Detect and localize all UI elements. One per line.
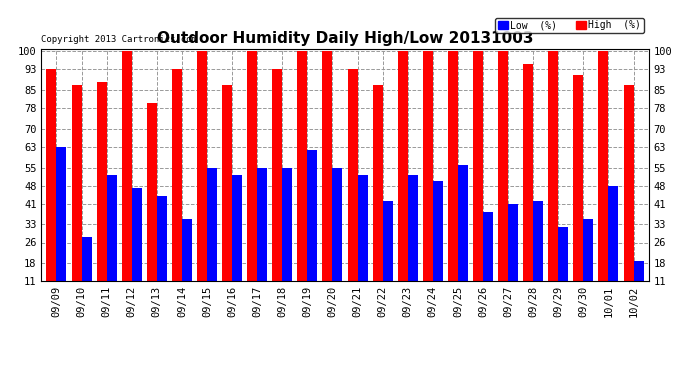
Bar bbox=[132, 188, 141, 281]
Bar bbox=[107, 176, 117, 281]
Bar bbox=[297, 51, 307, 281]
Bar bbox=[433, 180, 443, 281]
Text: Copyright 2013 Cartronics.com: Copyright 2013 Cartronics.com bbox=[41, 35, 197, 44]
Bar bbox=[549, 51, 558, 281]
Bar bbox=[473, 51, 483, 281]
Bar bbox=[624, 85, 633, 281]
Bar bbox=[207, 168, 217, 281]
Bar bbox=[397, 51, 408, 281]
Title: Outdoor Humidity Daily High/Low 20131003: Outdoor Humidity Daily High/Low 20131003 bbox=[157, 31, 533, 46]
Legend: Low  (%), High  (%): Low (%), High (%) bbox=[495, 18, 644, 33]
Bar bbox=[633, 261, 644, 281]
Bar bbox=[333, 168, 342, 281]
Bar bbox=[408, 176, 417, 281]
Bar bbox=[357, 176, 368, 281]
Bar bbox=[81, 237, 92, 281]
Bar bbox=[533, 201, 543, 281]
Bar bbox=[307, 150, 317, 281]
Bar bbox=[523, 64, 533, 281]
Bar bbox=[508, 204, 518, 281]
Bar bbox=[498, 51, 508, 281]
Bar bbox=[609, 186, 618, 281]
Bar bbox=[448, 51, 458, 281]
Bar bbox=[348, 69, 357, 281]
Bar bbox=[46, 69, 57, 281]
Bar bbox=[598, 51, 609, 281]
Bar bbox=[273, 69, 282, 281]
Bar bbox=[383, 201, 393, 281]
Bar bbox=[197, 51, 207, 281]
Bar bbox=[483, 211, 493, 281]
Bar bbox=[222, 85, 232, 281]
Bar bbox=[232, 176, 242, 281]
Bar bbox=[558, 227, 569, 281]
Bar bbox=[373, 85, 383, 281]
Bar bbox=[121, 51, 132, 281]
Bar bbox=[573, 75, 583, 281]
Bar bbox=[97, 82, 107, 281]
Bar bbox=[583, 219, 593, 281]
Bar bbox=[247, 51, 257, 281]
Bar bbox=[182, 219, 192, 281]
Bar bbox=[57, 147, 66, 281]
Bar bbox=[72, 85, 81, 281]
Bar bbox=[147, 103, 157, 281]
Bar bbox=[423, 51, 433, 281]
Bar bbox=[282, 168, 293, 281]
Bar bbox=[172, 69, 182, 281]
Bar bbox=[157, 196, 167, 281]
Bar bbox=[322, 51, 333, 281]
Bar bbox=[257, 168, 267, 281]
Bar bbox=[458, 165, 468, 281]
